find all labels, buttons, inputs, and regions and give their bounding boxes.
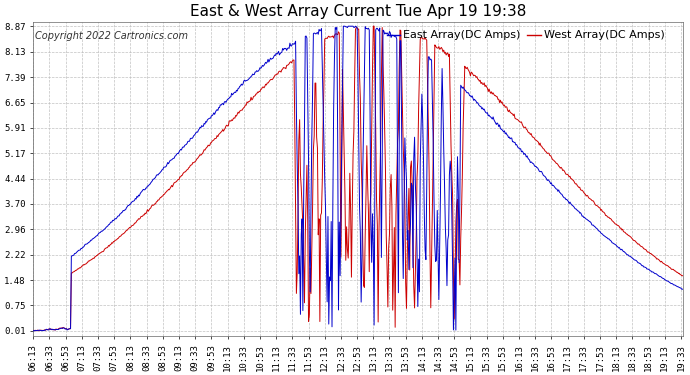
Title: East & West Array Current Tue Apr 19 19:38: East & West Array Current Tue Apr 19 19:… xyxy=(190,4,526,19)
Text: Copyright 2022 Cartronics.com: Copyright 2022 Cartronics.com xyxy=(35,31,188,41)
Legend: East Array(DC Amps), West Array(DC Amps): East Array(DC Amps), West Array(DC Amps) xyxy=(386,30,664,40)
